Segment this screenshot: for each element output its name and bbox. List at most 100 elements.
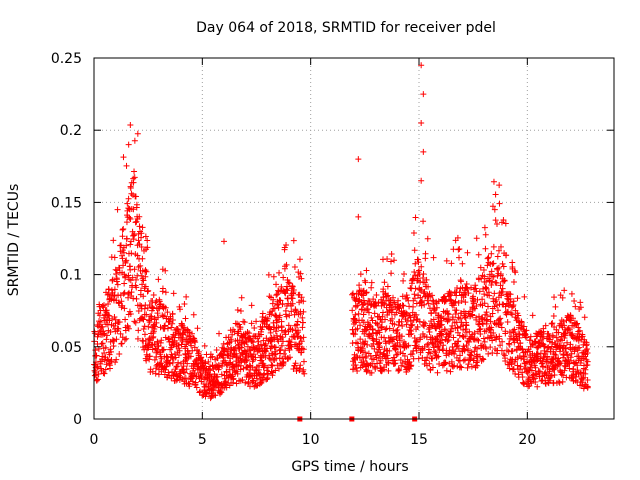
data-point [500,263,507,270]
data-point [96,312,103,319]
data-point [121,305,128,312]
data-point [120,154,127,161]
data-point [462,292,469,299]
data-point [214,373,221,380]
data-point [584,383,591,390]
data-point [387,258,394,265]
data-point [471,330,478,337]
data-point [506,341,513,348]
data-point [248,302,255,309]
data-point [364,341,371,348]
data-point [138,244,145,251]
data-point [127,311,134,318]
data-point [408,322,415,329]
data-point [538,337,545,344]
data-point [286,346,293,353]
data-point [106,351,113,358]
data-point [133,295,140,302]
data-point [121,271,128,278]
data-point [151,316,158,323]
data-point [548,372,555,379]
data-point [494,307,501,314]
chart-title: Day 064 of 2018, SRMTID for receiver pde… [196,20,496,36]
data-point [420,91,427,98]
data-point [235,342,242,349]
data-point [287,339,294,346]
data-point [433,304,440,311]
data-point [361,341,368,348]
data-point [443,367,450,374]
data-point [118,304,125,311]
data-point [202,384,209,391]
data-point [490,243,497,250]
data-point [455,246,462,253]
data-point [213,347,220,354]
data-point [504,318,511,325]
data-point [249,337,256,344]
data-point [355,156,362,163]
data-point [497,243,504,250]
data-point [571,298,578,305]
data-point [512,269,519,276]
data-point [457,363,464,370]
data-point [273,319,280,326]
data-point [551,294,558,301]
data-point [413,347,420,354]
data-point [187,353,194,360]
data-point [110,343,117,350]
data-point [481,300,488,307]
data-point [557,360,564,367]
data-point [104,356,111,363]
data-point [435,353,442,360]
data-point [262,342,269,349]
data-point [454,234,461,241]
data-point [125,195,132,202]
data-point [376,329,383,336]
data-point [488,324,495,331]
data-point [113,336,120,343]
data-point [522,331,529,338]
data-point [175,342,182,349]
data-point [110,237,117,244]
data-point [483,285,490,292]
data-point [143,268,150,275]
data-point [418,263,425,270]
data-point [519,373,526,380]
data-point [282,290,289,297]
y-tick-label: 0.1 [60,268,82,284]
data-point [394,326,401,333]
data-point [393,309,400,316]
data-point [384,312,391,319]
data-point [100,302,107,309]
data-point [144,237,151,244]
data-point [496,335,503,342]
data-point [175,326,182,333]
data-point [154,310,161,317]
data-point [571,348,578,355]
data-point [190,311,197,318]
data-point [216,330,223,337]
data-point [401,270,408,277]
data-point [266,355,273,362]
data-point [125,205,132,212]
data-point [277,297,284,304]
data-point [376,344,383,351]
data-point [438,321,445,328]
data-point [391,299,398,306]
data-point [406,331,413,338]
data-point [211,382,218,389]
y-axis-label: SRMTID / TECUs [6,184,22,297]
data-point [516,331,523,338]
data-point [238,344,245,351]
data-point [550,366,557,373]
data-point [246,330,253,337]
data-point [460,357,467,364]
data-point [423,276,430,283]
data-point [148,342,155,349]
data-point [175,352,182,359]
data-point [429,364,436,371]
data-point [556,359,563,366]
data-point [406,303,413,310]
data-point [257,341,264,348]
data-point [123,257,130,264]
